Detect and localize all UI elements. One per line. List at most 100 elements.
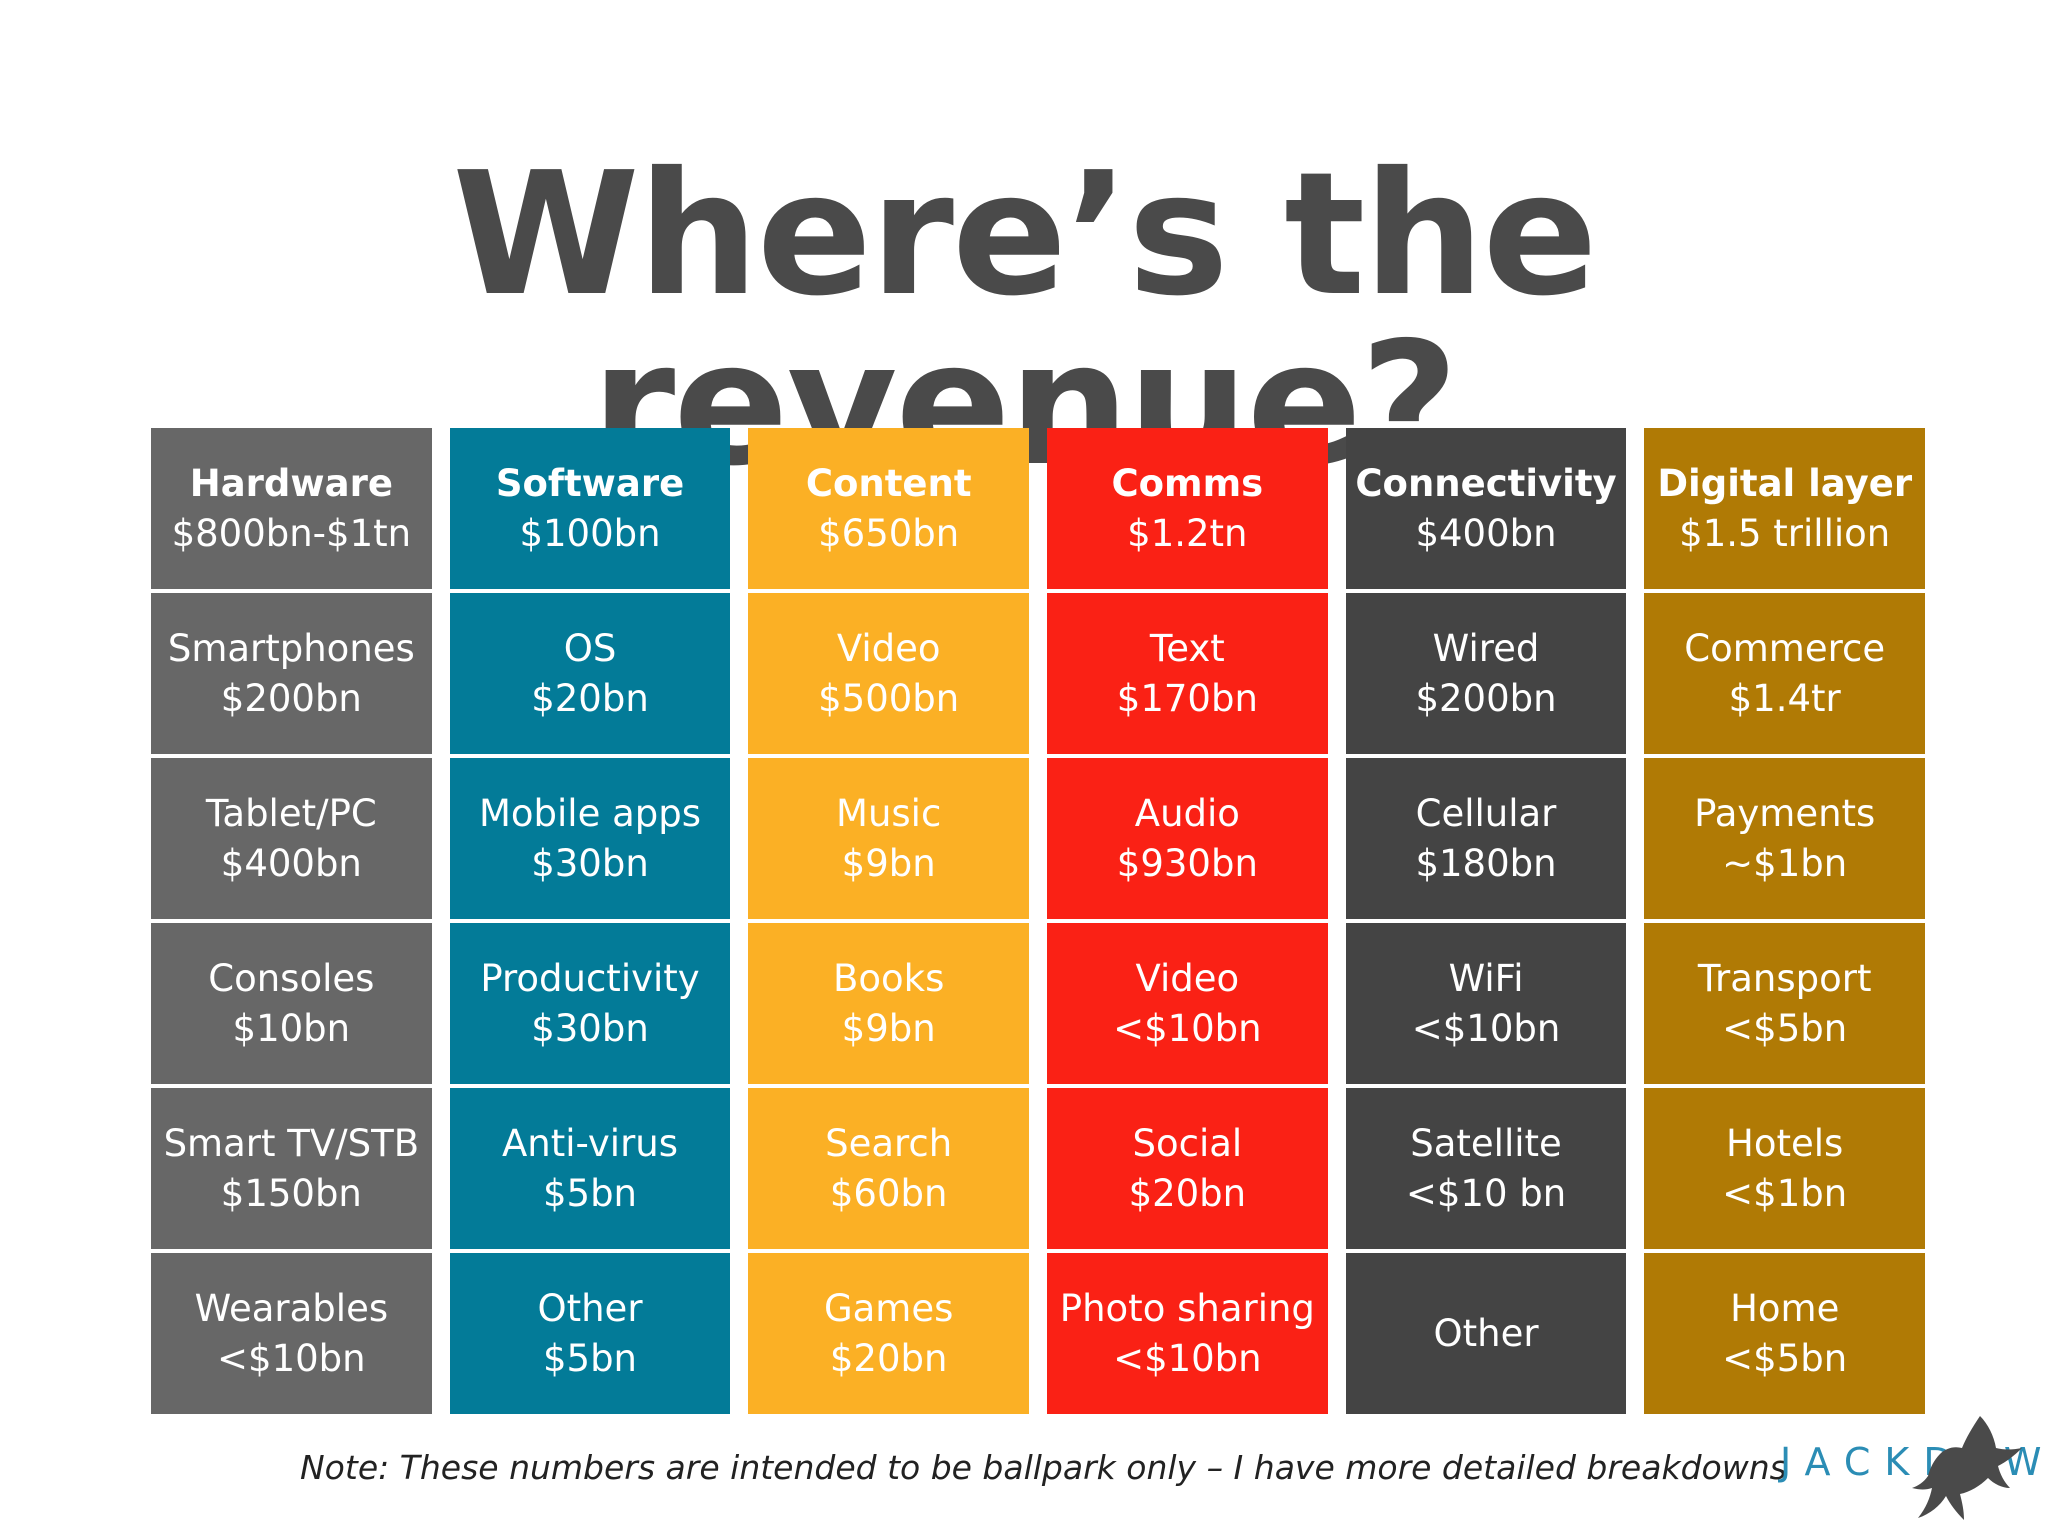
category-value: $1.4tr xyxy=(1728,676,1841,720)
category-name: Home xyxy=(1730,1287,1840,1331)
category-cell: Productivity $30bn xyxy=(449,923,731,1084)
category-value: $200bn xyxy=(1415,676,1557,720)
category-value: $5bn xyxy=(542,1336,638,1380)
category-cell: Social $20bn xyxy=(1047,1088,1328,1249)
header-value: $100bn xyxy=(519,511,661,555)
category-cell: Wearables <$10bn xyxy=(151,1253,432,1414)
category-value: <$10bn xyxy=(1113,1006,1262,1050)
category-cell: Music $9bn xyxy=(748,758,1030,919)
category-name: Audio xyxy=(1134,792,1240,836)
category-value: $170bn xyxy=(1116,676,1258,720)
category-value: <$5bn xyxy=(1722,1006,1848,1050)
category-name: Wearables xyxy=(194,1287,389,1331)
category-name: Social xyxy=(1132,1122,1243,1166)
category-name: Photo sharing xyxy=(1059,1287,1315,1331)
category-value: $20bn xyxy=(829,1336,948,1380)
category-name: Satellite xyxy=(1410,1122,1562,1166)
category-cell: OS $20bn xyxy=(449,593,731,754)
category-name: Productivity xyxy=(480,957,700,1001)
category-value: $30bn xyxy=(531,1006,649,1050)
category-name: Other xyxy=(1433,1311,1539,1355)
category-name: Books xyxy=(832,957,945,1001)
category-name: Consoles xyxy=(208,957,375,1001)
category-cell: Payments ~$1bn xyxy=(1644,758,1926,919)
category-name: Commerce xyxy=(1684,627,1886,671)
footnote: Note: These numbers are intended to be b… xyxy=(300,1448,1787,1487)
category-cell: Cellular $180bn xyxy=(1345,758,1627,919)
category-value: <$5bn xyxy=(1722,1336,1848,1380)
category-value: $150bn xyxy=(220,1171,362,1215)
category-cell: Anti-virus $5bn xyxy=(449,1088,731,1249)
jackdaw-logo: JACKDAW xyxy=(1780,1412,2041,1532)
category-value: $30bn xyxy=(531,841,649,885)
column-connectivity: Connectivity $400bn Wired $200bn Cellula… xyxy=(1345,428,1627,1414)
category-value: <$1bn xyxy=(1722,1171,1848,1215)
category-name: Smartphones xyxy=(167,627,415,671)
category-cell: Other xyxy=(1345,1253,1627,1414)
category-value: $200bn xyxy=(220,676,362,720)
category-value: $500bn xyxy=(818,676,960,720)
header-value: $650bn xyxy=(818,511,960,555)
category-cell: WiFi <$10bn xyxy=(1345,923,1627,1084)
header-cell: Digital layer $1.5 trillion xyxy=(1644,428,1926,589)
header-cell: Software $100bn xyxy=(449,428,731,589)
category-cell: Hotels <$1bn xyxy=(1644,1088,1926,1249)
category-name: Video xyxy=(1135,957,1240,1001)
category-cell: Search $60bn xyxy=(748,1088,1030,1249)
category-name: Games xyxy=(823,1287,954,1331)
category-cell: Video $500bn xyxy=(748,593,1030,754)
category-cell: Commerce $1.4tr xyxy=(1644,593,1926,754)
category-cell: Satellite <$10 bn xyxy=(1345,1088,1627,1249)
category-value: $400bn xyxy=(220,841,362,885)
category-name: Anti-virus xyxy=(501,1122,679,1166)
header-value: $1.5 trillion xyxy=(1679,511,1891,555)
header-name: Digital layer xyxy=(1657,462,1913,506)
header-value: $1.2tn xyxy=(1127,511,1248,555)
header-cell: Connectivity $400bn xyxy=(1345,428,1627,589)
category-cell: Text $170bn xyxy=(1047,593,1328,754)
category-name: Smart TV/STB xyxy=(163,1122,420,1166)
category-value: ~$1bn xyxy=(1722,841,1848,885)
header-name: Software xyxy=(495,462,685,506)
category-value: <$10 bn xyxy=(1405,1171,1567,1215)
category-name: Tablet/PC xyxy=(205,792,377,836)
category-name: Other xyxy=(537,1287,643,1331)
category-cell: Smart TV/STB $150bn xyxy=(151,1088,432,1249)
category-cell: Tablet/PC $400bn xyxy=(151,758,432,919)
header-name: Content xyxy=(805,462,972,506)
page-title: Where’s the revenue? xyxy=(452,136,1598,504)
category-value: $9bn xyxy=(841,841,936,885)
header-name: Connectivity xyxy=(1355,462,1617,506)
category-value: <$10bn xyxy=(217,1336,366,1380)
category-value: $180bn xyxy=(1415,841,1557,885)
category-name: Video xyxy=(836,627,941,671)
category-cell: Consoles $10bn xyxy=(151,923,432,1084)
category-cell: Games $20bn xyxy=(748,1253,1030,1414)
category-cell: Home <$5bn xyxy=(1644,1253,1926,1414)
header-name: Comms xyxy=(1111,462,1264,506)
category-cell: Other $5bn xyxy=(449,1253,731,1414)
column-hardware: Hardware $800bn-$1tn Smartphones $200bn … xyxy=(151,428,432,1414)
category-value: $60bn xyxy=(829,1171,948,1215)
category-name: Text xyxy=(1149,627,1225,671)
category-name: OS xyxy=(563,627,617,671)
category-value: $20bn xyxy=(531,676,649,720)
category-value: $9bn xyxy=(841,1006,936,1050)
category-name: WiFi xyxy=(1448,957,1524,1001)
category-name: Wired xyxy=(1432,627,1540,671)
category-name: Music xyxy=(836,792,942,836)
category-name: Transport xyxy=(1697,957,1872,1001)
category-cell: Wired $200bn xyxy=(1345,593,1627,754)
category-value: $20bn xyxy=(1128,1171,1247,1215)
category-value: $930bn xyxy=(1116,841,1258,885)
category-cell: Audio $930bn xyxy=(1047,758,1328,919)
category-cell: Smartphones $200bn xyxy=(151,593,432,754)
header-value: $800bn-$1tn xyxy=(171,511,412,555)
category-value: <$10bn xyxy=(1113,1336,1262,1380)
category-cell: Photo sharing <$10bn xyxy=(1047,1253,1328,1414)
category-cell: Books $9bn xyxy=(748,923,1030,1084)
category-name: Hotels xyxy=(1726,1122,1844,1166)
category-name: Search xyxy=(825,1122,953,1166)
category-value: $5bn xyxy=(542,1171,638,1215)
category-cell: Video <$10bn xyxy=(1047,923,1328,1084)
